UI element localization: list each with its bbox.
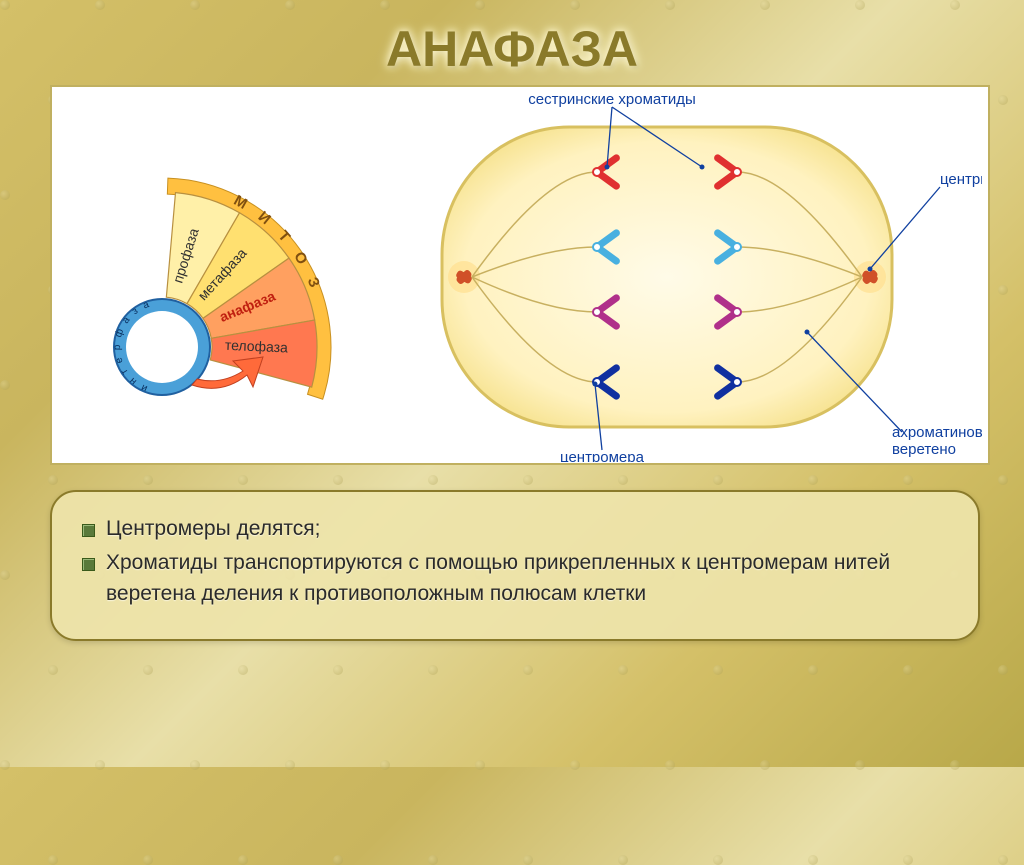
bullet-item: Центромеры делятся; <box>82 514 948 544</box>
bullet-item: Хроматиды транспортируются с помощью при… <box>82 548 948 609</box>
svg-text:центриоль: центриоль <box>940 171 982 188</box>
svg-text:телофаза: телофаза <box>225 337 289 356</box>
svg-text:веретено: веретено <box>892 441 956 458</box>
svg-text:центромера: центромера <box>560 449 645 462</box>
mitosis-fan-chart: профазаметафазаанафазателофазаМ И Т О Зи… <box>87 157 337 407</box>
bullet-panel: Центромеры делятся; Хроматиды транспортир… <box>50 490 980 641</box>
svg-text:сестринские хроматиды: сестринские хроматиды <box>528 92 695 108</box>
page-title: АНАФАЗА <box>0 20 1024 78</box>
anaphase-cell-diagram: сестринские хроматиды центриоль центромера… <box>392 92 982 462</box>
svg-text:ахроматиновое: ахроматиновое <box>892 424 982 441</box>
diagram-panel: профазаметафазаанафазателофазаМ И Т О Зи… <box>50 85 990 465</box>
